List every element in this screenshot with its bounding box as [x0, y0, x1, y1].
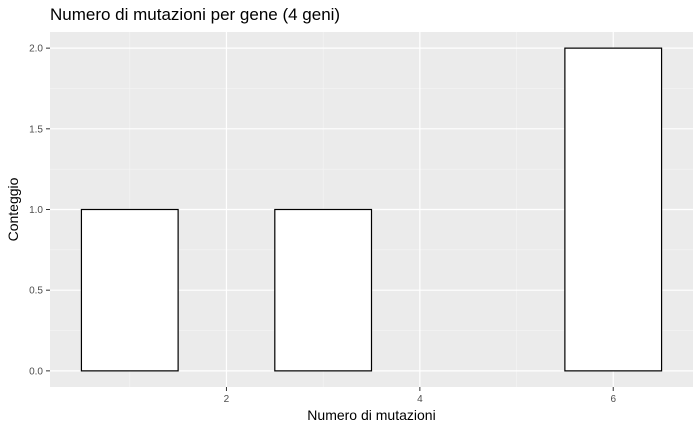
histogram-bar	[80, 208, 179, 372]
axes: 2 4 6 0.0 0.5 1.0 1.5 2.0	[29, 44, 616, 405]
y-tick-label: 1.5	[29, 124, 43, 135]
x-axis-title: Numero di mutazioni	[307, 407, 435, 423]
x-tick-label: 2	[224, 394, 230, 405]
chart-title: Numero di mutazioni per gene (4 geni)	[50, 5, 340, 24]
x-tick-label: 6	[610, 394, 616, 405]
histogram-bar	[564, 47, 663, 372]
y-axis-title: Conteggio	[5, 177, 21, 241]
y-tick-label: 0.5	[29, 286, 43, 297]
histogram-bars	[80, 47, 663, 372]
y-tick-label: 0.0	[29, 366, 43, 377]
y-tick-label: 1.0	[29, 205, 43, 216]
y-tick-label: 2.0	[29, 44, 43, 55]
x-tick-label: 4	[417, 394, 423, 405]
histogram-bar	[274, 208, 373, 372]
